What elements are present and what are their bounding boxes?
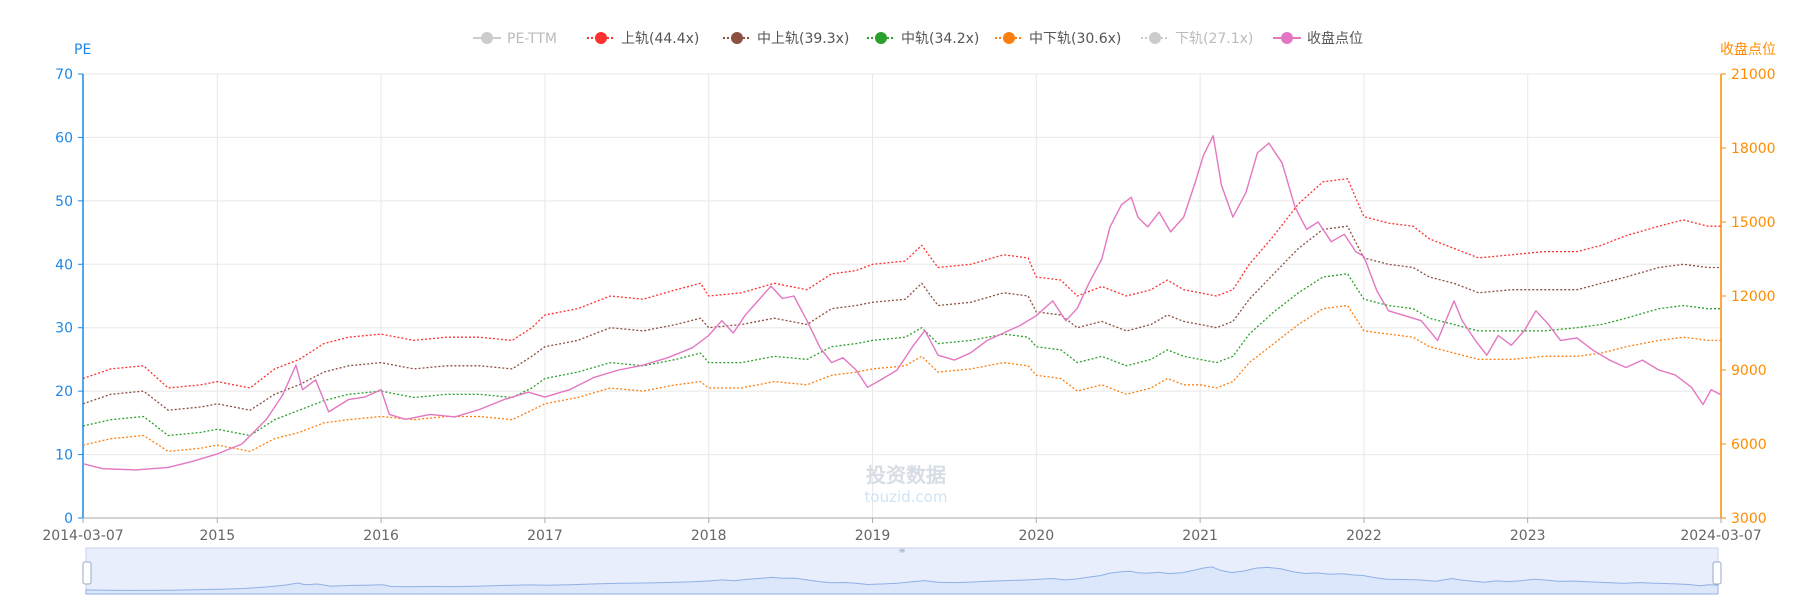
x-tick-label: 2020 — [1018, 528, 1054, 544]
legend-label: 下轨(27.1x) — [1175, 31, 1253, 47]
watermark: 投资数据 touzid.com — [865, 463, 948, 506]
x-tick-label: 2016 — [363, 528, 399, 544]
legend[interactable]: PE-TTM 上轨(44.4x) 中上轨(39.3x) 中轨(34.2x) 中下轨(30… — [473, 30, 1363, 47]
slider-handle-left[interactable] — [82, 561, 92, 585]
left-tick-label: 20 — [55, 384, 73, 400]
legend-label: 中轨(34.2x) — [901, 31, 979, 47]
left-tick-label: 10 — [55, 448, 73, 464]
series-line — [82, 225, 1721, 411]
left-axis-title: PE — [74, 42, 91, 58]
x-tick-label: 2021 — [1182, 528, 1218, 544]
x-tick-label: 2019 — [855, 528, 891, 544]
series — [82, 135, 1722, 471]
series-line — [82, 273, 1721, 437]
x-tick-label: 2017 — [527, 528, 563, 544]
legend-item[interactable]: 中下轨(30.6x) — [995, 31, 1121, 47]
legend-swatch-dot — [481, 32, 493, 44]
x-tick-label: 2024-03-07 — [1680, 528, 1761, 544]
right-tick-label: 3000 — [1731, 511, 1767, 527]
left-tick-label: 60 — [55, 130, 73, 146]
series-line — [82, 304, 1721, 453]
watermark-en: touzid.com — [865, 488, 948, 506]
legend-swatch-dot — [875, 32, 887, 44]
legend-item[interactable]: 收盘点位 — [1273, 30, 1363, 47]
slider-preview-area — [85, 566, 1719, 595]
right-axis-title: 收盘点位 — [1720, 41, 1776, 58]
legend-swatch-dot — [1281, 32, 1293, 44]
legend-label: 上轨(44.4x) — [621, 31, 699, 47]
left-tick-label: 50 — [55, 194, 73, 210]
legend-label: PE-TTM — [507, 31, 557, 47]
x-tick-label: 2023 — [1510, 528, 1546, 544]
legend-swatch-dot — [1149, 32, 1161, 44]
legend-label: 收盘点位 — [1307, 30, 1363, 47]
x-tick-label: 2018 — [691, 528, 727, 544]
data-zoom-slider[interactable]: ≡ — [82, 546, 1722, 595]
legend-item[interactable]: PE-TTM — [473, 31, 557, 47]
left-tick-label: 0 — [64, 511, 73, 527]
x-tick-label: 2014-03-07 — [42, 528, 123, 544]
right-tick-label: 18000 — [1731, 141, 1776, 157]
left-tick-label: 40 — [55, 257, 73, 273]
left-tick-label: 70 — [55, 67, 73, 83]
legend-label: 中上轨(39.3x) — [757, 31, 849, 47]
right-tick-label: 9000 — [1731, 363, 1767, 379]
legend-item[interactable]: 下轨(27.1x) — [1141, 31, 1253, 47]
series-line — [82, 178, 1721, 389]
legend-swatch-dot — [1003, 32, 1015, 44]
grid — [82, 73, 1722, 519]
right-tick-label: 6000 — [1731, 437, 1767, 453]
series-line — [82, 135, 1722, 471]
x-tick-label: 2022 — [1346, 528, 1382, 544]
legend-item[interactable]: 中上轨(39.3x) — [723, 31, 849, 47]
x-tick-label: 2015 — [199, 528, 235, 544]
watermark-cn: 投资数据 — [866, 463, 946, 487]
legend-swatch-dot — [595, 32, 607, 44]
legend-item[interactable]: 中轨(34.2x) — [867, 31, 979, 47]
legend-swatch-dot — [731, 32, 743, 44]
right-tick-label: 12000 — [1731, 289, 1776, 305]
legend-item[interactable]: 上轨(44.4x) — [587, 31, 699, 47]
right-tick-label: 21000 — [1731, 67, 1776, 83]
right-tick-label: 15000 — [1731, 215, 1776, 231]
slider-grip-icon: ≡ — [899, 546, 906, 555]
left-tick-label: 30 — [55, 321, 73, 337]
slider-handle-right[interactable] — [1712, 561, 1722, 585]
axes: 0 10 20 30 40 50 60 70 3000 6000 9000 12000 15000 180… — [42, 67, 1775, 544]
legend-label: 中下轨(30.6x) — [1029, 31, 1121, 47]
